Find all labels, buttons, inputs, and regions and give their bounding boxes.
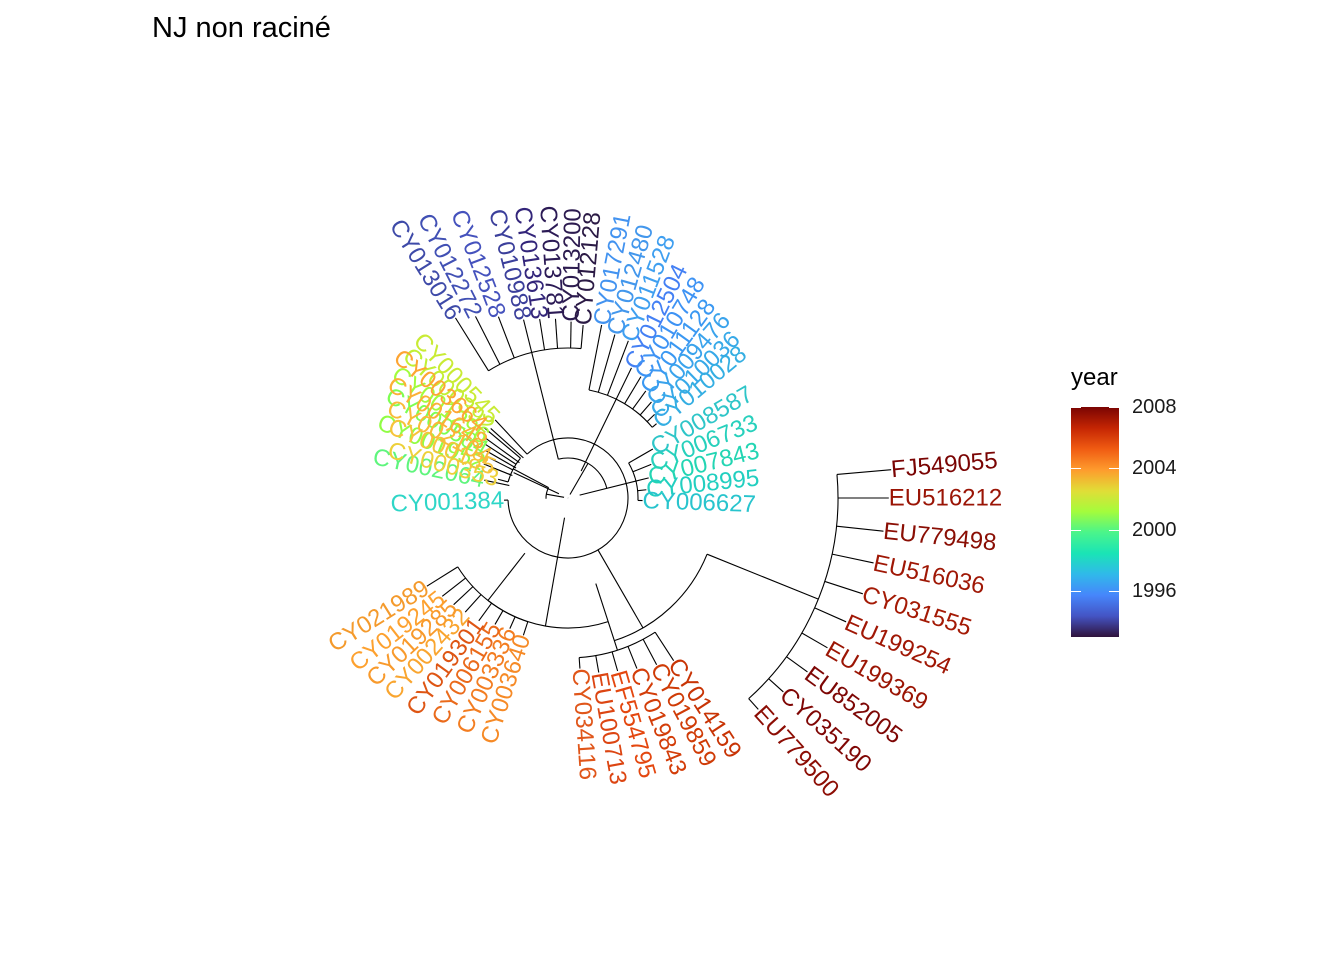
- tree-branch: [484, 479, 510, 487]
- tree-branch: [624, 376, 642, 404]
- tree-branch: [646, 413, 655, 422]
- tree-branch: [597, 334, 616, 393]
- tree-branch: [474, 316, 501, 365]
- tree-branch: [786, 656, 808, 673]
- tree-branch: [588, 389, 653, 428]
- tip-label: FJ549055: [890, 447, 999, 483]
- tree-branch: [485, 438, 520, 464]
- tree-branch: [544, 517, 566, 627]
- tree-branch: [748, 474, 839, 700]
- tree-branch: [588, 324, 603, 391]
- tree-branch: [632, 463, 652, 473]
- tree-branch: [489, 457, 514, 471]
- tree-branch: [836, 469, 892, 476]
- tree-branch: [579, 631, 656, 659]
- tree-branch: [494, 467, 511, 476]
- tree-branch: [554, 318, 559, 349]
- tree-branch: [488, 347, 582, 372]
- legend-tick-mark: [1109, 591, 1119, 592]
- tree-branch: [595, 655, 600, 673]
- year-legend: year 2008 2004 2000 1996: [1068, 364, 1208, 654]
- tree-branch: [748, 698, 759, 710]
- tree-branch: [637, 489, 647, 492]
- tree-branch: [545, 487, 550, 499]
- tree-branch: [836, 525, 884, 532]
- tree-branch: [801, 632, 828, 649]
- tree-branch: [441, 577, 466, 597]
- legend-tick-mark: [1071, 468, 1081, 469]
- legend-tick-label: 2000: [1132, 519, 1177, 541]
- tree-branch: [453, 586, 474, 606]
- tree-branch: [580, 398, 617, 472]
- tip-label: CY001384: [390, 487, 504, 518]
- legend-colorbar: [1071, 407, 1119, 637]
- tree-branch: [632, 390, 647, 410]
- tree-branch: [531, 352, 559, 460]
- legend-tick-label: 1996: [1132, 580, 1177, 602]
- legend-tick-mark: [1109, 468, 1119, 469]
- tree-branch: [615, 367, 632, 400]
- tree-branch: [639, 401, 652, 416]
- legend-tick-mark: [1109, 530, 1119, 531]
- tree-branch: [814, 607, 847, 623]
- tree-branch: [478, 602, 493, 622]
- tree-branch: [831, 553, 874, 564]
- tree-branch: [595, 583, 618, 651]
- tree-branch: [485, 450, 517, 469]
- legend-tick-label: 2008: [1132, 396, 1177, 418]
- tree-branch: [464, 594, 482, 613]
- tree-branch: [569, 463, 589, 495]
- tree-branch: [507, 437, 629, 559]
- tree-branch: [628, 448, 654, 464]
- legend-tick-mark: [1071, 530, 1081, 531]
- tree-branch: [824, 580, 863, 595]
- tree-branch: [642, 639, 658, 665]
- tip-label: EU516212: [889, 485, 1002, 512]
- plot-title: NJ non raciné: [152, 12, 331, 44]
- legend-tick-mark: [1109, 407, 1119, 408]
- tree-branch: [706, 553, 819, 600]
- tree-branch: [512, 468, 549, 489]
- legend-title: year: [1071, 364, 1118, 391]
- tree-branch: [522, 621, 529, 636]
- tree-branch: [606, 340, 629, 396]
- tip-labels: CY013016CY012272CY012528CY010988CY013613…: [324, 205, 1003, 803]
- tree-branch: [635, 477, 649, 482]
- tree-branch: [487, 552, 526, 601]
- tip-label: CY006627: [642, 487, 756, 518]
- tree-branch: [487, 600, 609, 629]
- legend-tick-label: 2004: [1132, 457, 1177, 479]
- tree-branch: [497, 316, 515, 359]
- tree-branch: [651, 423, 657, 428]
- tree-branch: [611, 651, 619, 672]
- tree-branch: [558, 457, 608, 489]
- tree-branch: [654, 631, 675, 662]
- tree-branch: [523, 319, 533, 353]
- tree-branch: [580, 325, 584, 349]
- tree-branch: [546, 493, 565, 498]
- legend-tick-mark: [1071, 591, 1081, 592]
- tree-branch: [539, 318, 546, 350]
- legend-tick-mark: [1071, 407, 1081, 408]
- tree-branch: [768, 678, 784, 693]
- tree-branch: [484, 443, 517, 465]
- tree-branch: [454, 317, 489, 372]
- tree-branch: [627, 646, 638, 669]
- tip-label: CY013200: [558, 208, 587, 322]
- tree-branch: [494, 419, 528, 455]
- tree-branch: [483, 426, 521, 459]
- tree-branches: [426, 316, 892, 710]
- tree-branch: [426, 566, 459, 587]
- tree-branch: [614, 553, 708, 642]
- tree-branch: [494, 610, 504, 625]
- tree-branch: [509, 616, 516, 629]
- tree-branch: [578, 657, 581, 669]
- tip-label: EU779498: [882, 518, 998, 557]
- tree-branch: [513, 472, 560, 495]
- tree-branch: [597, 549, 644, 629]
- tree-branch: [490, 428, 524, 459]
- tree-branch: [497, 478, 509, 483]
